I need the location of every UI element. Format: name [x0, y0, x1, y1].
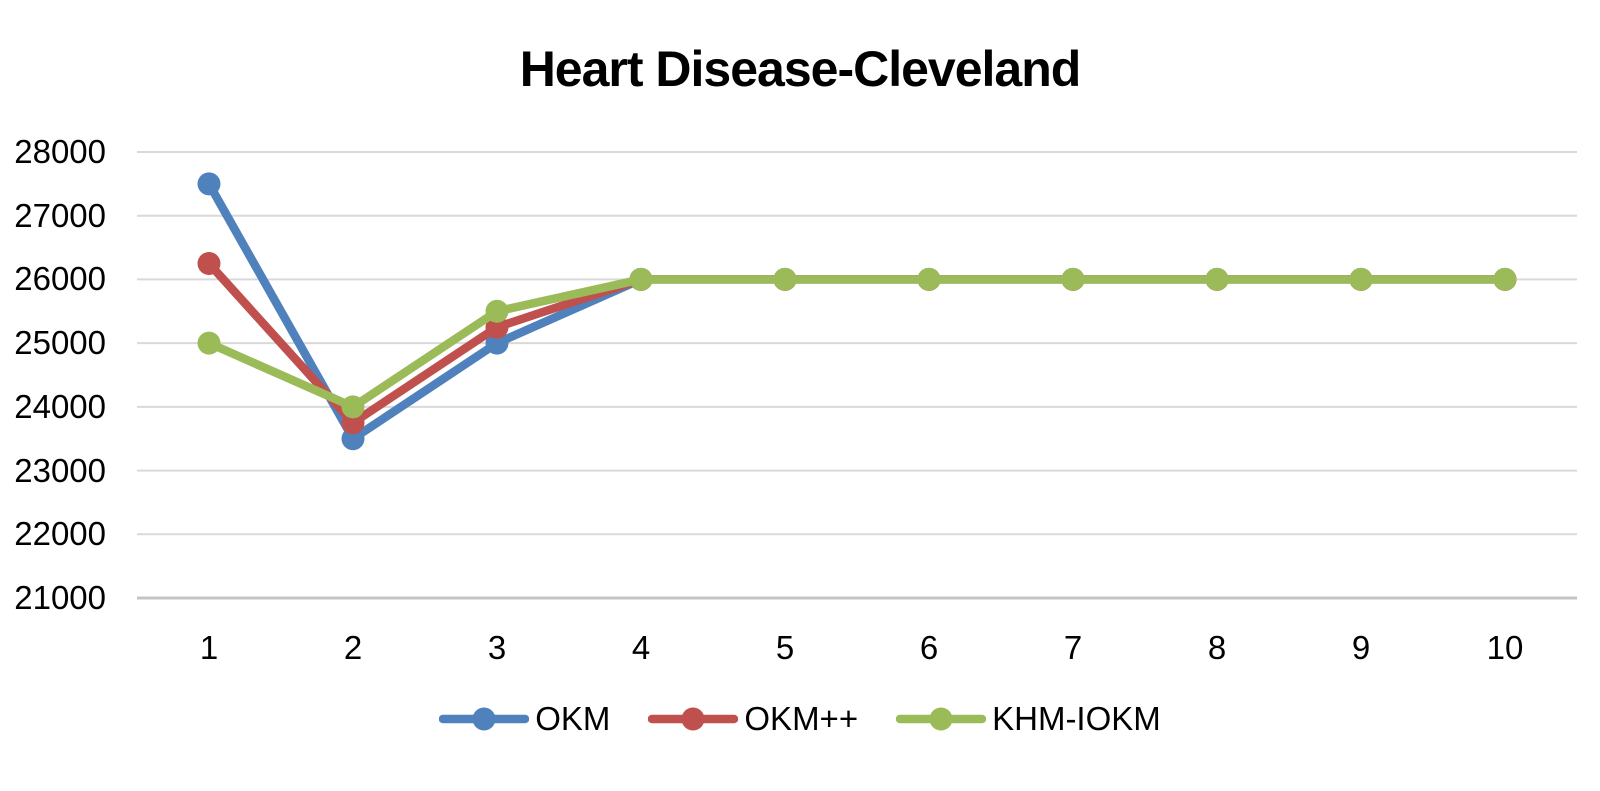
data-point-marker-OKM — [341, 427, 365, 451]
data-point-marker-OKM — [485, 331, 509, 355]
data-point-marker-KHM-IOKM — [1349, 267, 1373, 291]
y-axis-tick-label: 23000 — [14, 451, 106, 489]
series-line-OKM — [204, 179, 1510, 443]
y-axis-tick-label: 24000 — [14, 387, 106, 425]
y-axis-tick-label: 27000 — [14, 196, 106, 234]
legend-swatch-OKM++ — [648, 707, 739, 731]
data-point-marker-KHM-IOKM — [917, 267, 941, 291]
x-axis-tick-label: 5 — [775, 629, 795, 666]
data-point-marker-OKM++ — [485, 315, 509, 339]
legend-item-OKM: OKM — [439, 700, 610, 738]
legend-item-KHM-IOKM: KHM-IOKM — [896, 700, 1161, 738]
legend-swatch-OKM — [439, 707, 530, 731]
x-axis-tick-label: 2 — [343, 629, 363, 666]
legend-label: OKM — [535, 700, 611, 737]
y-axis-tick-label: 21000 — [14, 579, 106, 616]
y-axis-tick-label: 28000 — [14, 133, 106, 170]
data-point-marker-OKM — [197, 172, 221, 196]
data-point-marker-KHM-IOKM — [341, 395, 365, 419]
series-line-KHM-IOKM — [204, 275, 1510, 412]
y-axis-tick-label: 22000 — [14, 515, 106, 553]
x-axis-tick-label: 8 — [1207, 629, 1227, 666]
data-point-marker-KHM-IOKM — [1493, 267, 1517, 291]
data-point-marker-KHM-IOKM — [485, 299, 509, 323]
x-axis-tick-label: 4 — [631, 629, 651, 666]
legend-swatch-KHM-IOKM — [896, 707, 987, 731]
legend-label: KHM-IOKM — [992, 700, 1161, 737]
legend-label: OKM++ — [744, 700, 859, 737]
legend-marker-icon — [681, 707, 705, 731]
legend-marker-icon — [472, 707, 496, 731]
x-axis-tick-label: 7 — [1063, 629, 1083, 666]
x-axis-tick-label: 1 — [199, 629, 219, 666]
legend-item-OKM++: OKM++ — [648, 700, 858, 738]
x-axis-tick-label: 10 — [1486, 629, 1524, 666]
x-axis-tick-label: 3 — [487, 629, 507, 666]
data-point-marker-KHM-IOKM — [629, 267, 653, 291]
data-point-marker-OKM++ — [197, 252, 221, 275]
data-point-marker-OKM++ — [341, 411, 365, 435]
data-point-marker-KHM-IOKM — [773, 267, 797, 291]
y-axis-tick-label: 25000 — [14, 324, 106, 362]
data-point-marker-KHM-IOKM — [1205, 267, 1229, 291]
x-axis-tick-label: 6 — [919, 629, 939, 666]
x-axis-tick-label: 9 — [1351, 629, 1371, 666]
y-axis-tick-label: 26000 — [14, 260, 106, 298]
chart-title: Heart Disease-Cleveland — [519, 41, 1082, 97]
data-point-marker-KHM-IOKM — [1061, 267, 1085, 291]
legend: OKM OKM++ KHM-IOKM — [0, 700, 1600, 738]
data-point-marker-KHM-IOKM — [197, 331, 221, 355]
legend-marker-icon — [929, 707, 953, 731]
